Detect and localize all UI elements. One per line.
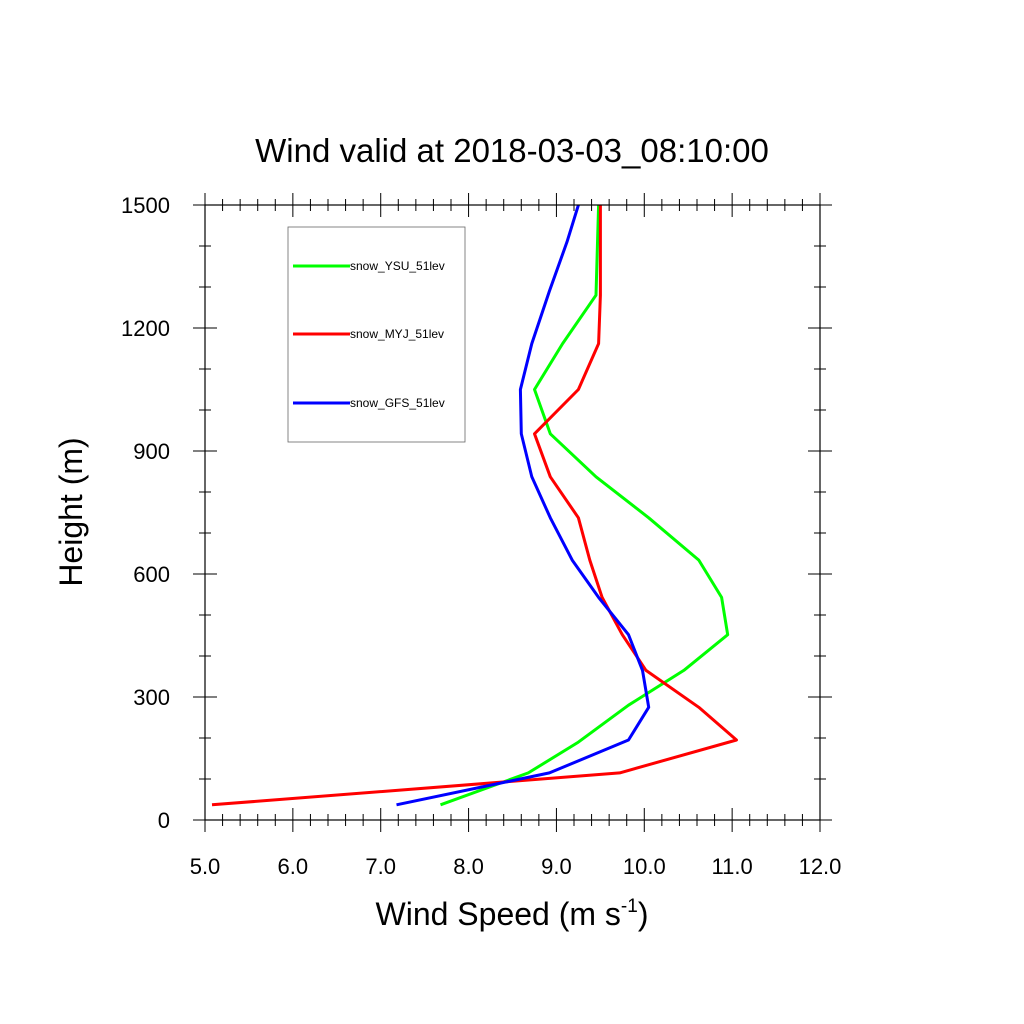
x-tick-label: 6.0 <box>278 854 309 879</box>
plot-frame <box>204 204 821 821</box>
legend-label: snow_GFS_51lev <box>350 396 445 410</box>
y-tick-labels: 0 300 600 900 1200 1500 <box>121 193 170 833</box>
x-tick-label: 5.0 <box>190 854 221 879</box>
x-axis-label-superscript: -1 <box>621 896 638 917</box>
legend-label: snow_MYJ_51lev <box>350 327 444 341</box>
series-line-snow_GFS_51lev <box>396 205 651 807</box>
x-tick-label: 10.0 <box>623 854 666 879</box>
y-tick-label: 1200 <box>121 316 170 341</box>
x-tick-label: 12.0 <box>799 854 842 879</box>
x-axis-label-main: Wind Speed (m s <box>376 896 621 932</box>
y-tick-label: 900 <box>133 439 170 464</box>
x-tick-label: 8.0 <box>453 854 484 879</box>
series-layer <box>211 205 738 807</box>
x-axis-label: Wind Speed (m s-1) <box>376 896 649 932</box>
chart-title: Wind valid at 2018-03-03_08:10:00 <box>255 132 769 169</box>
series-line-snow_YSU_51lev <box>439 205 730 807</box>
x-tick-label: 7.0 <box>365 854 396 879</box>
legend-label: snow_YSU_51lev <box>350 259 445 273</box>
x-tick-labels: 5.0 6.0 7.0 8.0 9.0 10.0 11.0 12.0 <box>190 854 842 879</box>
y-axis-label: Height (m) <box>53 437 89 586</box>
y-tick-label: 1500 <box>121 193 170 218</box>
y-tick-label: 600 <box>133 562 170 587</box>
y-tick-label: 0 <box>158 808 170 833</box>
x-axis-label-close: ) <box>638 896 649 932</box>
series-line-snow_MYJ_51lev <box>211 205 738 807</box>
legend: snow_YSU_51lev snow_MYJ_51lev snow_GFS_51l… <box>287 226 466 443</box>
x-tick-label: 9.0 <box>541 854 572 879</box>
x-tick-label: 11.0 <box>712 854 753 879</box>
y-tick-label: 300 <box>133 685 170 710</box>
